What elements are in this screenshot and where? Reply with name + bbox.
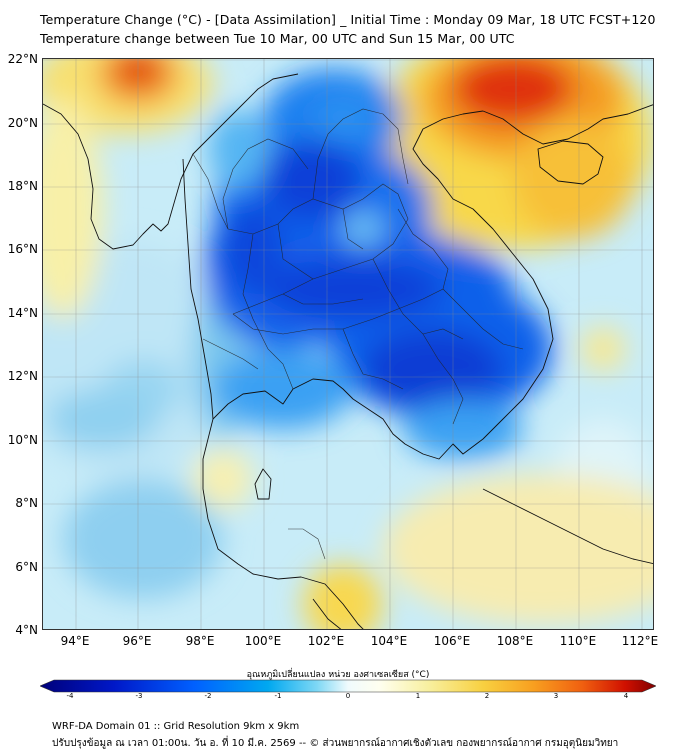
lat-tick-18n: 18°N	[7, 179, 38, 193]
lat-tick-10n: 10°N	[7, 433, 38, 447]
colorbar-tick: -3	[135, 692, 143, 700]
chart-title: Temperature Change (°C) - [Data Assimila…	[40, 12, 656, 27]
colorbar-tick: -1	[274, 692, 282, 700]
lon-tick-94e: 94°E	[60, 634, 90, 648]
lon-tick-110e: 110°E	[559, 634, 597, 648]
lon-tick-102e: 102°E	[307, 634, 345, 648]
model-info: WRF-DA Domain 01 :: Grid Resolution 9km …	[52, 721, 300, 732]
lon-tick-112e: 112°E	[621, 634, 659, 648]
lat-tick-16n: 16°N	[7, 242, 38, 256]
colorbar-tick: 3	[553, 692, 559, 700]
colorbar-tick: 1	[415, 692, 421, 700]
lat-tick-12n: 12°N	[7, 369, 38, 383]
colorbar-tick: -4	[66, 692, 74, 700]
map-canvas	[43, 59, 653, 629]
lon-tick-104e: 104°E	[370, 634, 408, 648]
temperature-change-map[interactable]	[42, 58, 654, 630]
colorbar-tick: 2	[484, 692, 490, 700]
lat-tick-22n: 22°N	[7, 52, 38, 66]
lon-tick-96e: 96°E	[122, 634, 152, 648]
temperature-field	[43, 59, 653, 629]
lat-tick-4n: 4°N	[15, 623, 38, 637]
lat-tick-8n: 8°N	[15, 496, 38, 510]
lon-tick-100e: 100°E	[244, 634, 282, 648]
lat-tick-6n: 6°N	[15, 560, 38, 574]
lon-tick-106e: 106°E	[433, 634, 471, 648]
lat-tick-14n: 14°N	[7, 306, 38, 320]
update-credit: ปรับปรุงข้อมูล ณ เวลา 01:00น. วัน อ. ที่…	[52, 738, 619, 749]
coastlines	[43, 73, 653, 629]
colorbar-label: อุณหภูมิเปลี่ยนแปลง หน่วย องศาเซลเซียส (…	[246, 670, 430, 680]
colorbar	[40, 679, 656, 693]
colorbar-tick: 0	[345, 692, 351, 700]
colorbar-tick: -2	[204, 692, 212, 700]
lon-tick-108e: 108°E	[496, 634, 534, 648]
chart-subtitle: Temperature change between Tue 10 Mar, 0…	[40, 31, 515, 46]
province-borders	[192, 108, 524, 560]
graticule	[43, 59, 653, 629]
lat-tick-20n: 20°N	[7, 116, 38, 130]
colorbar-tick: 4	[623, 692, 629, 700]
lon-tick-98e: 98°E	[185, 634, 215, 648]
